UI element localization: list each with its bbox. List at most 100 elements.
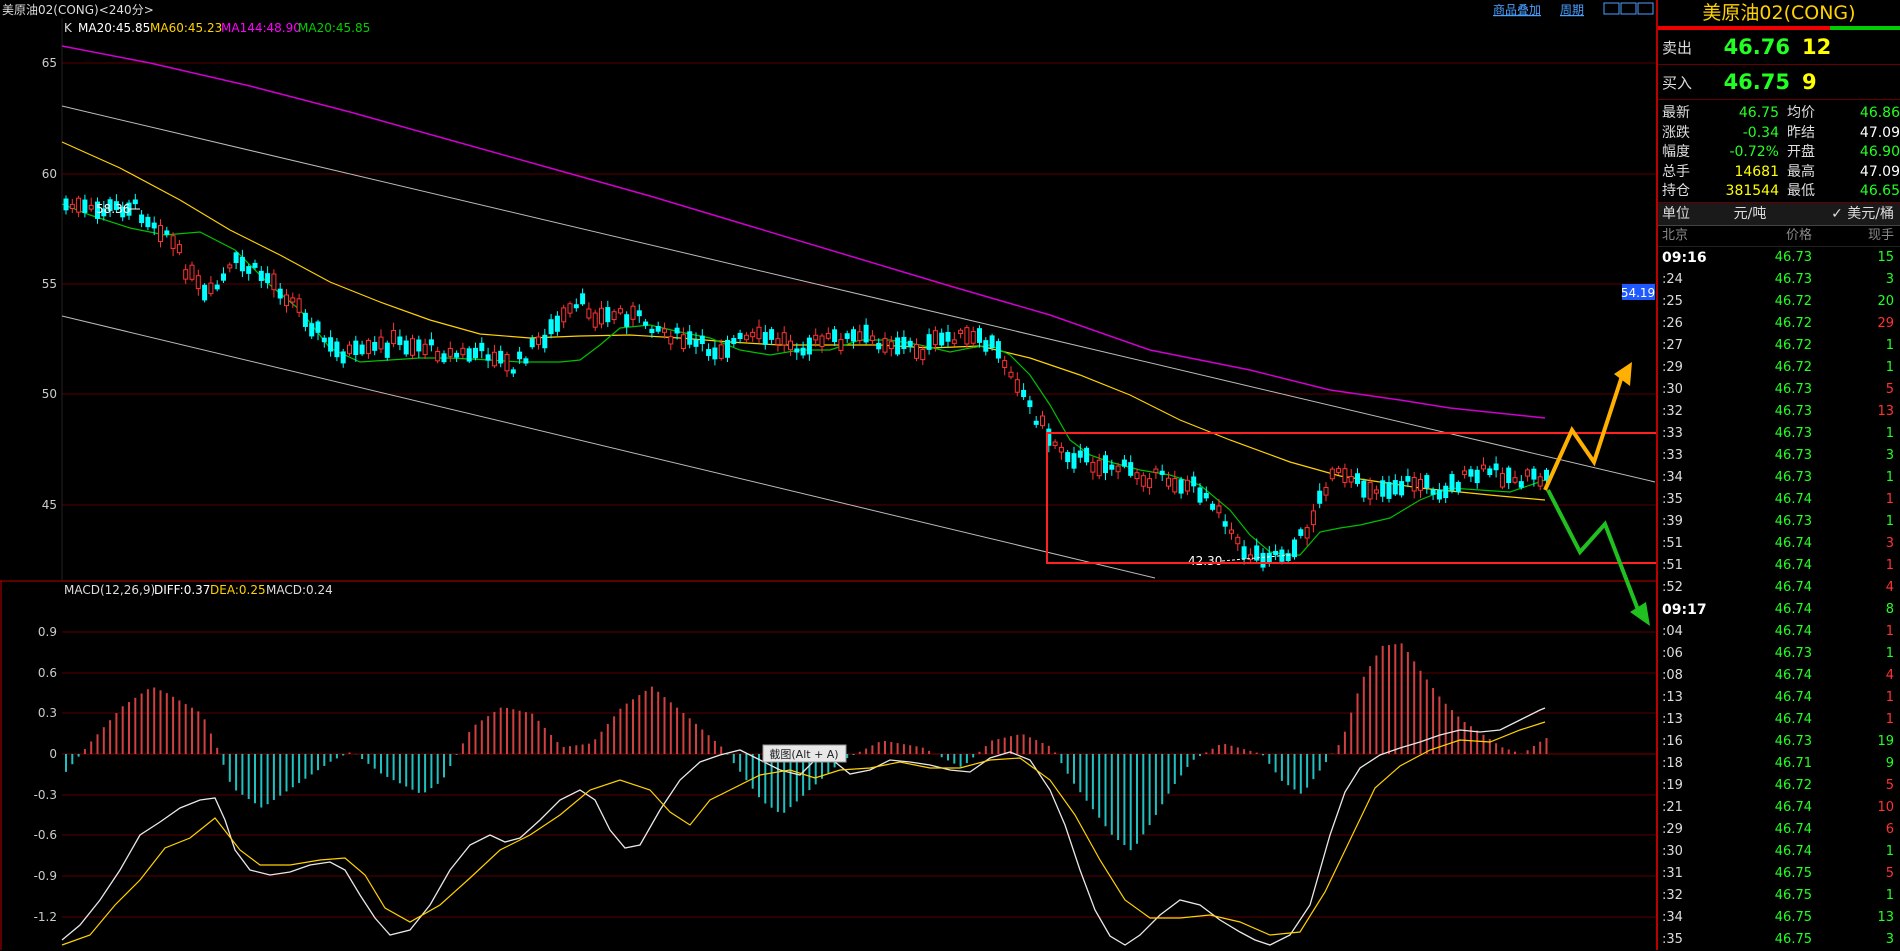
tick-time: :18 xyxy=(1662,755,1683,771)
tick-time: :32 xyxy=(1662,403,1683,419)
tick-time: :24 xyxy=(1662,271,1683,287)
candle-body xyxy=(1493,463,1499,471)
candle-body xyxy=(454,352,460,358)
overlay-link[interactable]: 商品叠加 xyxy=(1493,2,1541,17)
tick-price: 46.73 xyxy=(1774,403,1812,419)
tick-price: 46.72 xyxy=(1774,337,1812,353)
candle-body xyxy=(1430,489,1436,495)
tick-qty: 1 xyxy=(1885,689,1894,705)
candle-body xyxy=(347,344,352,355)
macd-diff-line xyxy=(61,707,1546,946)
candlestick-series xyxy=(63,193,1549,572)
stat-value: 47.09 xyxy=(1859,124,1900,141)
candle-body xyxy=(857,331,863,341)
stat-label: 总手 xyxy=(1662,163,1690,180)
candle-body xyxy=(214,284,220,290)
candle-body xyxy=(365,339,371,355)
tick-qty: 1 xyxy=(1885,491,1894,507)
candle-body xyxy=(334,341,340,358)
candle-body xyxy=(907,340,913,348)
tick-price: 46.74 xyxy=(1774,711,1812,727)
tick-qty: 1 xyxy=(1885,469,1894,485)
zoom-out-icon[interactable] xyxy=(1603,2,1620,15)
bearish-arrowhead xyxy=(1630,602,1650,626)
candle-body xyxy=(1418,479,1423,491)
candle-body xyxy=(1134,472,1140,480)
candle-body xyxy=(69,203,75,210)
candle-body xyxy=(706,349,712,356)
y-label: 0.9 xyxy=(38,625,57,639)
candle-body xyxy=(170,235,176,249)
candle-body xyxy=(284,294,289,307)
candle-body xyxy=(164,230,170,235)
candle-body xyxy=(1103,455,1108,474)
ticks-list[interactable]: 09:16 46.73 15:24 46.73 3:25 46.72 20:26… xyxy=(1658,247,1900,951)
tick-qty: 1 xyxy=(1885,359,1894,375)
chart-area[interactable]: 美原油02(CONG)<240分> 商品叠加 周期 K MA20:45.85 M… xyxy=(0,0,1656,950)
tick-qty: 5 xyxy=(1885,381,1894,397)
candle-body xyxy=(920,349,926,361)
candle-body xyxy=(271,273,277,291)
tick-row: :30 46.74 1 xyxy=(1658,841,1900,863)
tick-time: :39 xyxy=(1662,513,1683,529)
tick-row: :51 46.74 3 xyxy=(1658,533,1900,555)
bid-row[interactable]: 买入 46.75 9 xyxy=(1658,65,1900,100)
candle-body xyxy=(573,304,579,309)
candle-body xyxy=(882,337,888,353)
candle-body xyxy=(95,201,100,219)
candle-body xyxy=(1121,459,1127,467)
candle-body xyxy=(643,321,649,326)
candle-body xyxy=(1468,469,1474,477)
tick-time: :13 xyxy=(1662,711,1683,727)
candle-body xyxy=(529,338,535,348)
stat-label: 最新 xyxy=(1662,105,1690,121)
price-tag: 54.19 xyxy=(1621,286,1655,300)
candle-body xyxy=(693,339,699,347)
candle-body xyxy=(951,339,957,344)
tick-time: :29 xyxy=(1662,359,1683,375)
tick-qty: 1 xyxy=(1885,711,1894,727)
chart-background xyxy=(0,0,1656,950)
candle-body xyxy=(221,273,226,281)
stat-label: 涨跌 xyxy=(1662,124,1690,141)
bid-volume: 9 xyxy=(1802,70,1817,94)
stat-row: 持仓 381544 最低 46.65 xyxy=(1658,182,1900,202)
hdr-price: 价格 xyxy=(1785,227,1812,243)
ask-row[interactable]: 卖出 46.76 12 xyxy=(1658,30,1900,65)
candle-body xyxy=(1090,461,1096,473)
low-price-label: 42.30 xyxy=(1188,554,1222,568)
ask-volume: 12 xyxy=(1802,35,1832,59)
candle-body xyxy=(977,328,982,343)
restore-icon[interactable] xyxy=(1637,2,1654,15)
y-label: 45 xyxy=(42,498,57,512)
candle-body xyxy=(832,329,838,343)
candle-body xyxy=(1525,469,1531,477)
period-link[interactable]: 周期 xyxy=(1560,3,1584,17)
candle-body xyxy=(1115,465,1121,473)
candle-body xyxy=(1153,468,1159,473)
candle-body xyxy=(1317,490,1323,504)
tick-time: :04 xyxy=(1662,623,1683,639)
unit-usd-option[interactable]: ✓ 美元/桶 xyxy=(1831,205,1894,222)
candle-body xyxy=(1373,489,1379,494)
tick-price: 46.73 xyxy=(1774,733,1812,749)
candle-body xyxy=(1512,477,1518,483)
candle-body xyxy=(1310,510,1316,526)
candle-body xyxy=(1329,468,1335,480)
candle-body xyxy=(158,225,163,243)
tick-price: 46.73 xyxy=(1774,271,1812,287)
unit-row: 单位 元/吨 ✓ 美元/桶 xyxy=(1658,202,1900,226)
stat-value: 381544 xyxy=(1725,183,1779,199)
stat-label: 均价 xyxy=(1786,105,1815,121)
tick-price: 46.73 xyxy=(1774,469,1812,485)
tick-time: :33 xyxy=(1662,447,1683,463)
low-price-marker xyxy=(1221,554,1291,562)
candle-body xyxy=(296,298,302,313)
unit-cny-option[interactable]: 元/吨 xyxy=(1733,205,1767,222)
zoom-in-icon[interactable] xyxy=(1620,2,1637,15)
y-label: -0.6 xyxy=(34,828,57,842)
candle-body xyxy=(1487,468,1493,475)
candle-body xyxy=(151,222,157,229)
candle-body xyxy=(1002,360,1008,368)
window-controls[interactable] xyxy=(1603,2,1654,15)
